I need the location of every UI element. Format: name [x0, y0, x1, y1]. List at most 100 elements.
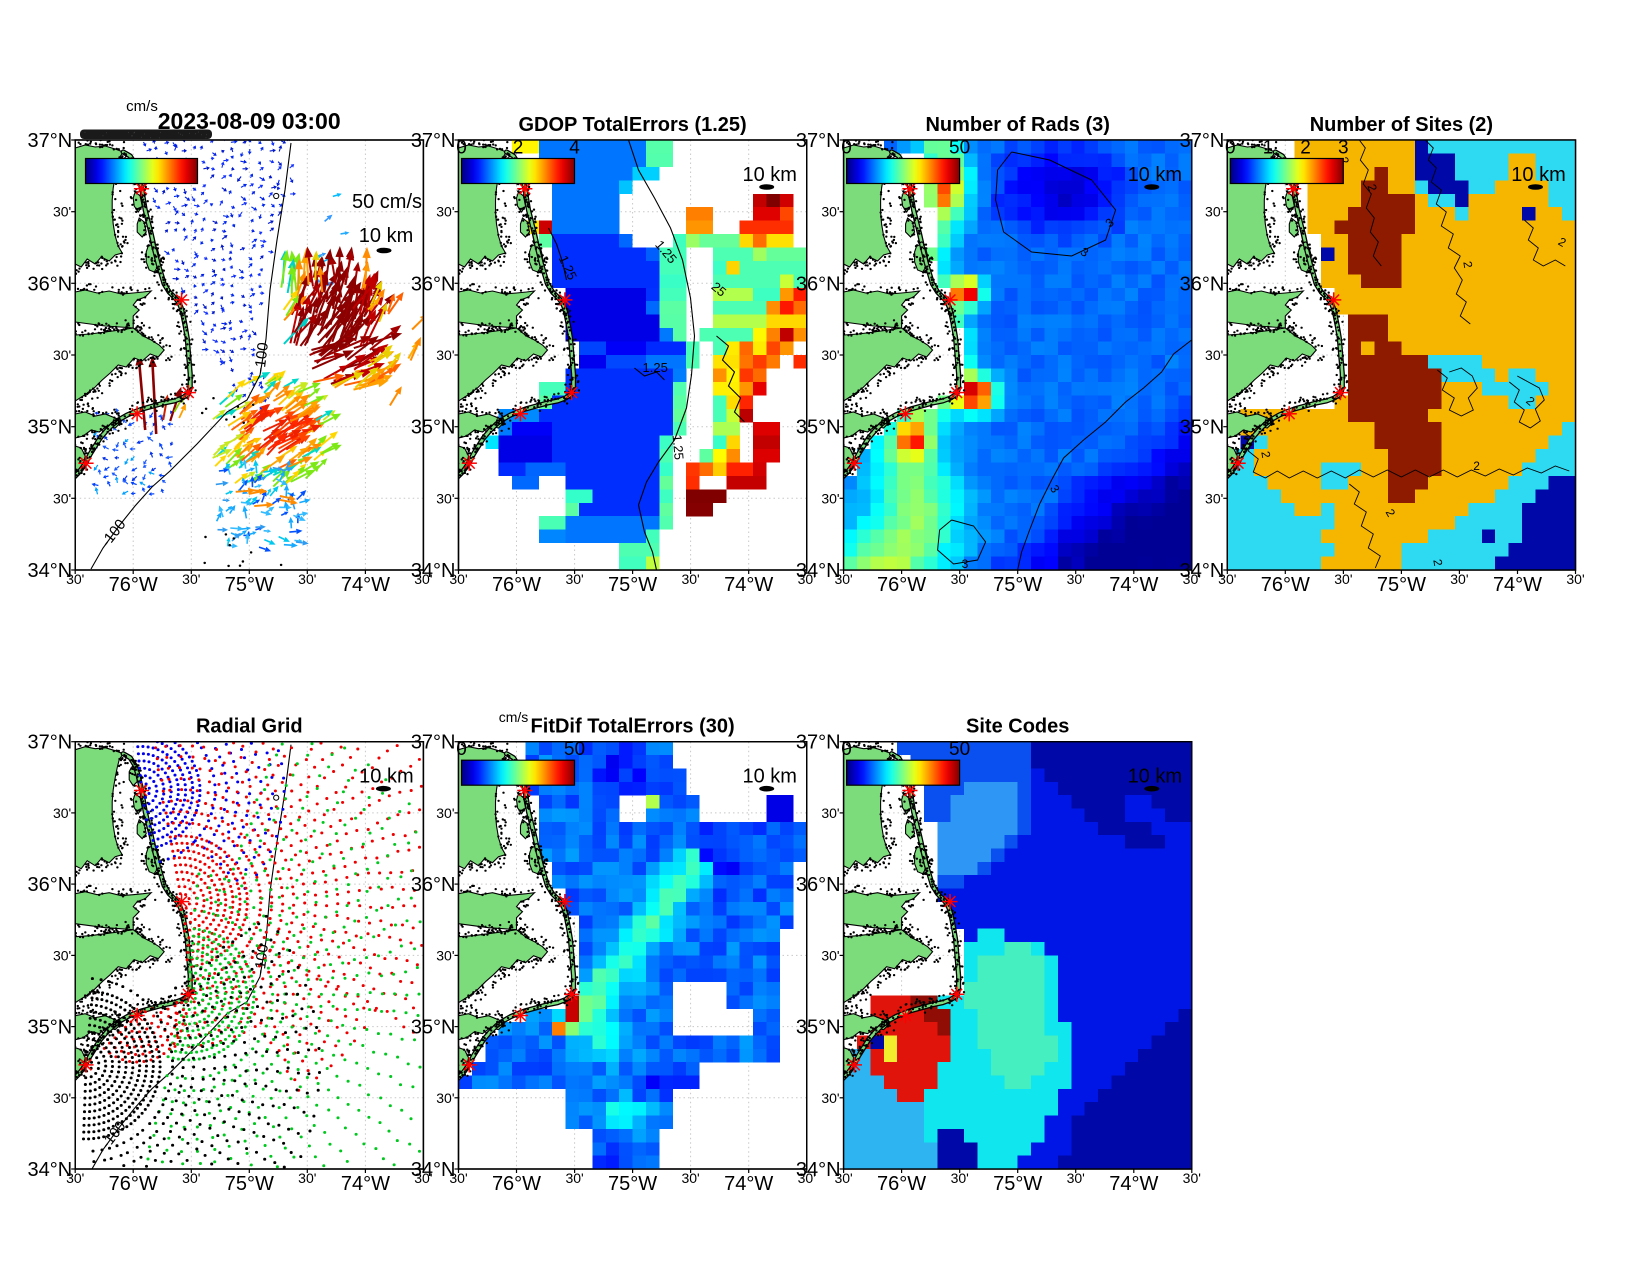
svg-text:76°W: 76°W [492, 1173, 541, 1195]
svg-text:35°N: 35°N [796, 417, 841, 439]
svg-text:30': 30' [436, 490, 454, 506]
svg-text:2: 2 [1473, 459, 1480, 473]
svg-text:75°W: 75°W [993, 1173, 1042, 1195]
svg-text:30': 30' [821, 1090, 839, 1106]
svg-text:cm/s: cm/s [126, 98, 158, 115]
svg-text:30': 30' [951, 571, 969, 587]
svg-text:Site Codes: Site Codes [966, 716, 1069, 738]
svg-text:50: 50 [564, 739, 585, 760]
svg-text:30': 30' [66, 1170, 84, 1186]
svg-text:30': 30' [53, 1090, 71, 1106]
svg-text:30': 30' [298, 571, 316, 587]
svg-text:36°N: 36°N [796, 273, 841, 295]
svg-text:36°N: 36°N [796, 874, 841, 896]
svg-text:1: 1 [1263, 138, 1274, 159]
svg-text:75°W: 75°W [225, 1173, 274, 1195]
svg-text:50: 50 [949, 739, 970, 760]
svg-text:35°N: 35°N [411, 1017, 456, 1039]
svg-text:30': 30' [834, 1170, 852, 1186]
svg-text:0: 0 [841, 739, 852, 760]
svg-text:37°N: 37°N [28, 130, 73, 152]
svg-text:10 km: 10 km [1128, 164, 1182, 186]
svg-text:30': 30' [182, 1170, 200, 1186]
svg-text:35°N: 35°N [28, 1017, 73, 1039]
svg-text:30': 30' [821, 805, 839, 821]
svg-text:35°N: 35°N [1180, 417, 1225, 439]
svg-text:10 km: 10 km [742, 164, 796, 186]
svg-text:76°W: 76°W [492, 574, 541, 596]
svg-text:30': 30' [436, 347, 454, 363]
svg-text:36°N: 36°N [411, 273, 456, 295]
svg-text:30': 30' [821, 347, 839, 363]
svg-text:0: 0 [841, 138, 852, 159]
svg-text:cm/s: cm/s [499, 709, 529, 725]
svg-text:-100: -100 [251, 943, 272, 975]
svg-text:30': 30' [53, 347, 71, 363]
svg-text:36°N: 36°N [28, 273, 73, 295]
svg-text:30': 30' [182, 571, 200, 587]
svg-text:2: 2 [1364, 182, 1380, 193]
svg-text:30': 30' [436, 1090, 454, 1106]
svg-text:36°N: 36°N [28, 874, 73, 896]
svg-text:4: 4 [569, 138, 580, 159]
svg-text:3: 3 [962, 557, 969, 571]
svg-text:76°W: 76°W [877, 574, 926, 596]
svg-text:30': 30' [53, 947, 71, 963]
svg-text:30': 30' [1334, 571, 1352, 587]
svg-text:30': 30' [1205, 204, 1223, 220]
svg-text:10 km: 10 km [359, 766, 413, 788]
svg-text:FitDif TotalErrors (30): FitDif TotalErrors (30) [531, 716, 735, 738]
svg-text:74°W: 74°W [1493, 574, 1542, 596]
svg-text:30': 30' [951, 1170, 969, 1186]
svg-text:74°W: 74°W [341, 1173, 390, 1195]
svg-text:1.25: 1.25 [643, 360, 668, 375]
svg-text:Radial Grid: Radial Grid [196, 716, 303, 738]
svg-text:30': 30' [821, 490, 839, 506]
svg-text:30': 30' [414, 1170, 432, 1186]
svg-text:75°W: 75°W [1377, 574, 1426, 596]
svg-text:76°W: 76°W [109, 574, 158, 596]
svg-text:-100: -100 [251, 342, 272, 374]
svg-text:30': 30' [449, 1170, 467, 1186]
svg-text:2: 2 [1460, 260, 1475, 269]
svg-text:30': 30' [414, 571, 432, 587]
svg-text:2: 2 [1430, 558, 1445, 567]
svg-text:30': 30' [1067, 571, 1085, 587]
svg-text:30': 30' [1205, 347, 1223, 363]
svg-text:30': 30' [298, 1170, 316, 1186]
svg-text:30': 30' [1067, 1170, 1085, 1186]
svg-text:30': 30' [821, 204, 839, 220]
svg-text:74°W: 74°W [724, 1173, 773, 1195]
svg-text:30': 30' [1183, 571, 1201, 587]
svg-text:30': 30' [1218, 571, 1236, 587]
svg-text:3: 3 [1338, 138, 1349, 159]
svg-text:37°N: 37°N [796, 732, 841, 754]
svg-text:30': 30' [1450, 571, 1468, 587]
svg-text:75°W: 75°W [225, 574, 274, 596]
svg-text:Number of Sites (2): Number of Sites (2) [1310, 114, 1493, 136]
svg-text:50 cm/s: 50 cm/s [352, 191, 422, 213]
svg-text:74°W: 74°W [724, 574, 773, 596]
svg-text:30': 30' [436, 805, 454, 821]
svg-text:35°N: 35°N [796, 1017, 841, 1039]
svg-text:30': 30' [53, 490, 71, 506]
svg-text:30': 30' [681, 1170, 699, 1186]
svg-text:36°N: 36°N [411, 874, 456, 896]
svg-text:0: 0 [1225, 138, 1236, 159]
svg-text:30': 30' [436, 204, 454, 220]
svg-text:35°N: 35°N [28, 417, 73, 439]
svg-text:34°N: 34°N [28, 1159, 73, 1181]
svg-text:74°W: 74°W [341, 574, 390, 596]
svg-text:37°N: 37°N [411, 130, 456, 152]
svg-text:0: 0 [456, 739, 467, 760]
svg-text:75°W: 75°W [608, 574, 657, 596]
svg-text:30': 30' [436, 947, 454, 963]
svg-text:50: 50 [949, 138, 970, 159]
svg-text:30': 30' [449, 571, 467, 587]
svg-text:30': 30' [66, 571, 84, 587]
svg-text:30': 30' [1205, 490, 1223, 506]
svg-text:2: 2 [1258, 450, 1273, 459]
svg-text:30': 30' [798, 571, 816, 587]
svg-text:34°N: 34°N [1180, 560, 1225, 582]
svg-text:2: 2 [1300, 138, 1311, 159]
